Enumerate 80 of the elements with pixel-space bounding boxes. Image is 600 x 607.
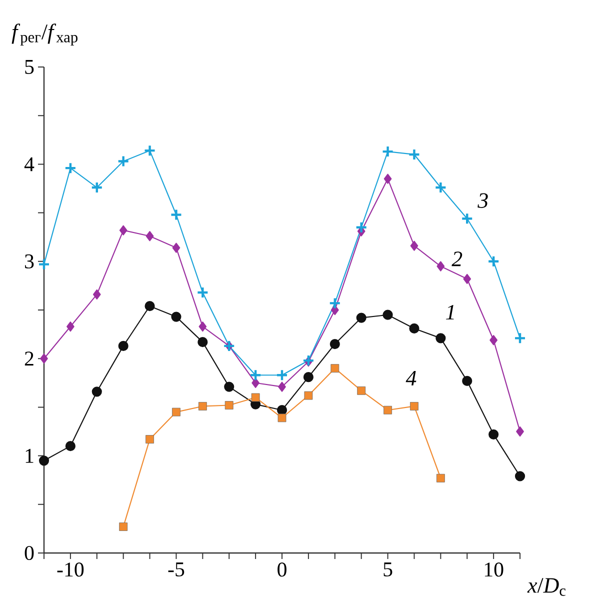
point: [330, 364, 340, 373]
point: [119, 522, 128, 531]
point: [198, 337, 208, 348]
point: [514, 332, 526, 344]
point: [90, 181, 103, 194]
point: [119, 225, 128, 236]
point: [38, 258, 50, 270]
point: [118, 340, 128, 352]
y-tick-label: 2: [24, 352, 34, 366]
point: [382, 145, 394, 158]
point: [410, 402, 418, 410]
point: [487, 255, 500, 268]
point: [384, 406, 392, 414]
point: [409, 323, 420, 334]
point: [355, 221, 368, 234]
point: [330, 338, 340, 350]
y-tick-label: 5: [25, 60, 34, 74]
y-tick-label: 0: [24, 546, 34, 560]
point: [384, 174, 392, 184]
x-tick-label: 10: [484, 562, 504, 577]
x-tick-label: 0: [278, 562, 286, 577]
x-axis-title: x/D$_{c}$: [527, 578, 566, 596]
y-tick-label: 4: [24, 157, 34, 172]
point: [146, 435, 154, 444]
point: [278, 414, 286, 422]
point: [171, 312, 182, 322]
point: [146, 231, 154, 242]
point: [303, 372, 314, 382]
point: [462, 376, 472, 386]
point: [172, 242, 180, 253]
point: [490, 335, 498, 346]
y-tick-label: 1: [26, 448, 34, 463]
x-tick-label: -10: [57, 562, 84, 577]
point: [198, 321, 207, 332]
series-label: 2: [452, 252, 462, 266]
point: [356, 312, 366, 323]
point: [488, 429, 499, 440]
point: [249, 369, 262, 382]
point: [196, 286, 209, 299]
point: [64, 162, 77, 174]
point: [92, 289, 101, 300]
series-label: 1: [446, 304, 454, 320]
point: [144, 144, 156, 157]
point: [410, 240, 418, 251]
point: [276, 369, 288, 382]
point: [278, 382, 286, 392]
point: [117, 155, 130, 168]
y-tick-label: 3: [25, 254, 34, 268]
point: [224, 401, 234, 410]
point: [302, 354, 315, 367]
point: [251, 393, 260, 402]
point: [357, 386, 366, 395]
point: [66, 321, 74, 332]
point: [461, 212, 474, 225]
point: [304, 391, 313, 400]
x-tick-label: -5: [168, 562, 184, 576]
point: [40, 354, 48, 364]
point: [252, 378, 260, 388]
y-axis-title: f$_{рег}$/f$_{хар}$: [12, 24, 78, 46]
point: [516, 426, 524, 437]
point: [514, 471, 526, 482]
point: [382, 310, 393, 320]
point: [198, 402, 207, 410]
point: [170, 208, 182, 221]
point: [436, 333, 446, 344]
point: [328, 297, 341, 310]
point: [224, 382, 234, 392]
x-tick-label: 5: [384, 562, 392, 576]
point: [92, 386, 102, 397]
point: [172, 408, 180, 416]
series-label: 4: [406, 371, 416, 386]
point: [434, 181, 447, 194]
point: [436, 261, 445, 272]
point: [65, 441, 76, 452]
point: [38, 456, 50, 466]
point: [463, 274, 472, 284]
series-label: 3: [478, 193, 488, 208]
point: [436, 474, 445, 482]
point: [408, 148, 420, 161]
point: [144, 301, 155, 312]
